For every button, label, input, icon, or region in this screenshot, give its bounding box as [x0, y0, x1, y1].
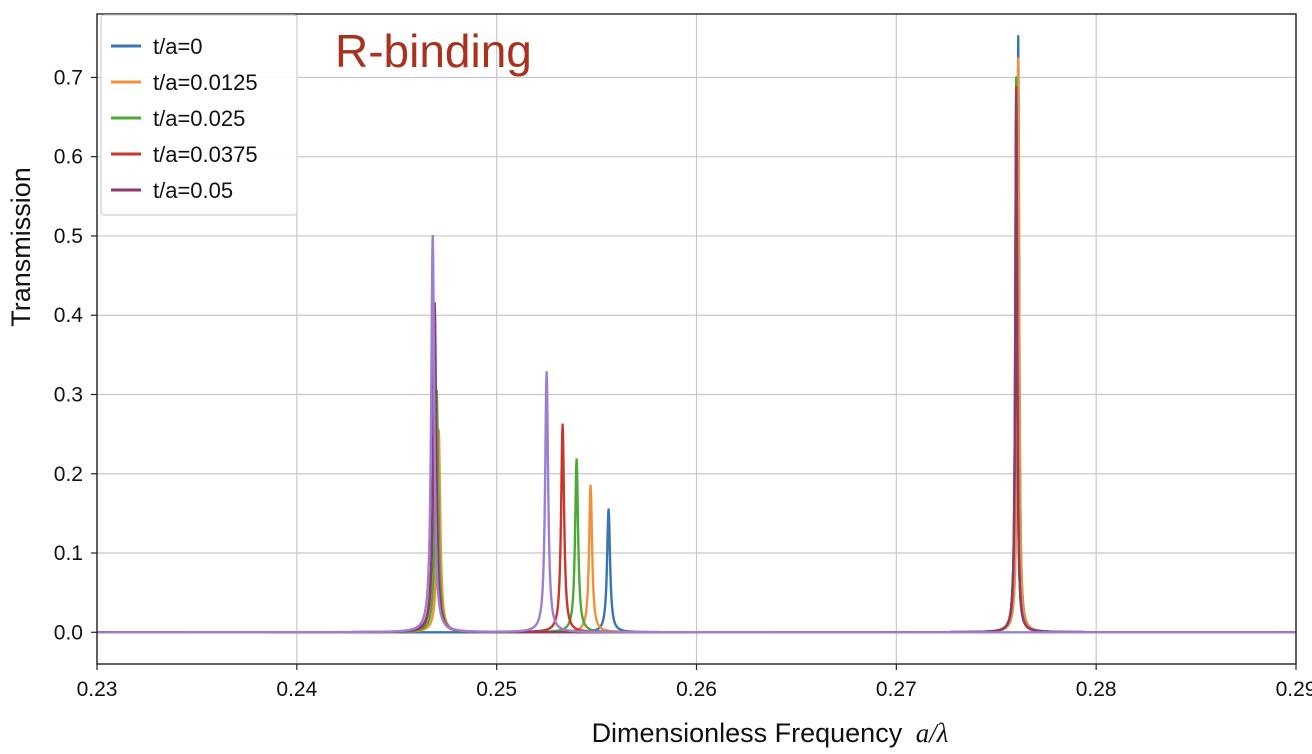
legend-label: t/a=0 [153, 34, 203, 59]
legend-label: t/a=0.0375 [153, 142, 258, 167]
legend-label: t/a=0.05 [153, 178, 233, 203]
y-axis-label: Transmission [6, 167, 36, 327]
y-tick-label: 0.1 [54, 542, 83, 565]
legend-box [100, 14, 298, 216]
legend-label: t/a=0.025 [153, 106, 245, 131]
x-tick-labels: 0.23 0.24 0.25 0.26 0.27 0.28 0.29 [77, 664, 1312, 701]
series-line [97, 234, 1296, 634]
x-tick-label: 0.27 [876, 678, 917, 701]
y-tick-label: 0.7 [54, 66, 83, 89]
y-tick-label: 0.3 [54, 383, 83, 406]
r-binding-annotation: R-binding [335, 25, 532, 77]
x-tick-label: 0.28 [1076, 678, 1117, 701]
y-tick-label: 0.0 [54, 621, 83, 644]
legend: t/a=0 t/a=0.0125 t/a=0.025 t/a=0.0375 t/a=0.… [100, 14, 298, 216]
series-lines [97, 34, 1296, 634]
y-tick-labels: 0.0 0.1 0.2 0.3 0.4 0.5 0.6 0.7 [54, 66, 97, 644]
x-axis-label: Dimensionless Frequency a/λ [592, 718, 949, 748]
x-tick-label: 0.24 [276, 678, 317, 701]
x-tick-label: 0.25 [476, 678, 517, 701]
x-tick-label: 0.29 [1276, 678, 1312, 701]
grid-lines [96, 14, 1297, 664]
y-tick-label: 0.4 [54, 304, 84, 327]
y-tick-label: 0.5 [54, 225, 83, 248]
x-tick-label: 0.26 [676, 678, 717, 701]
y-tick-label: 0.2 [54, 463, 83, 486]
y-tick-label: 0.6 [54, 146, 83, 169]
x-tick-label: 0.23 [77, 678, 118, 701]
legend-label: t/a=0.0125 [153, 70, 258, 95]
